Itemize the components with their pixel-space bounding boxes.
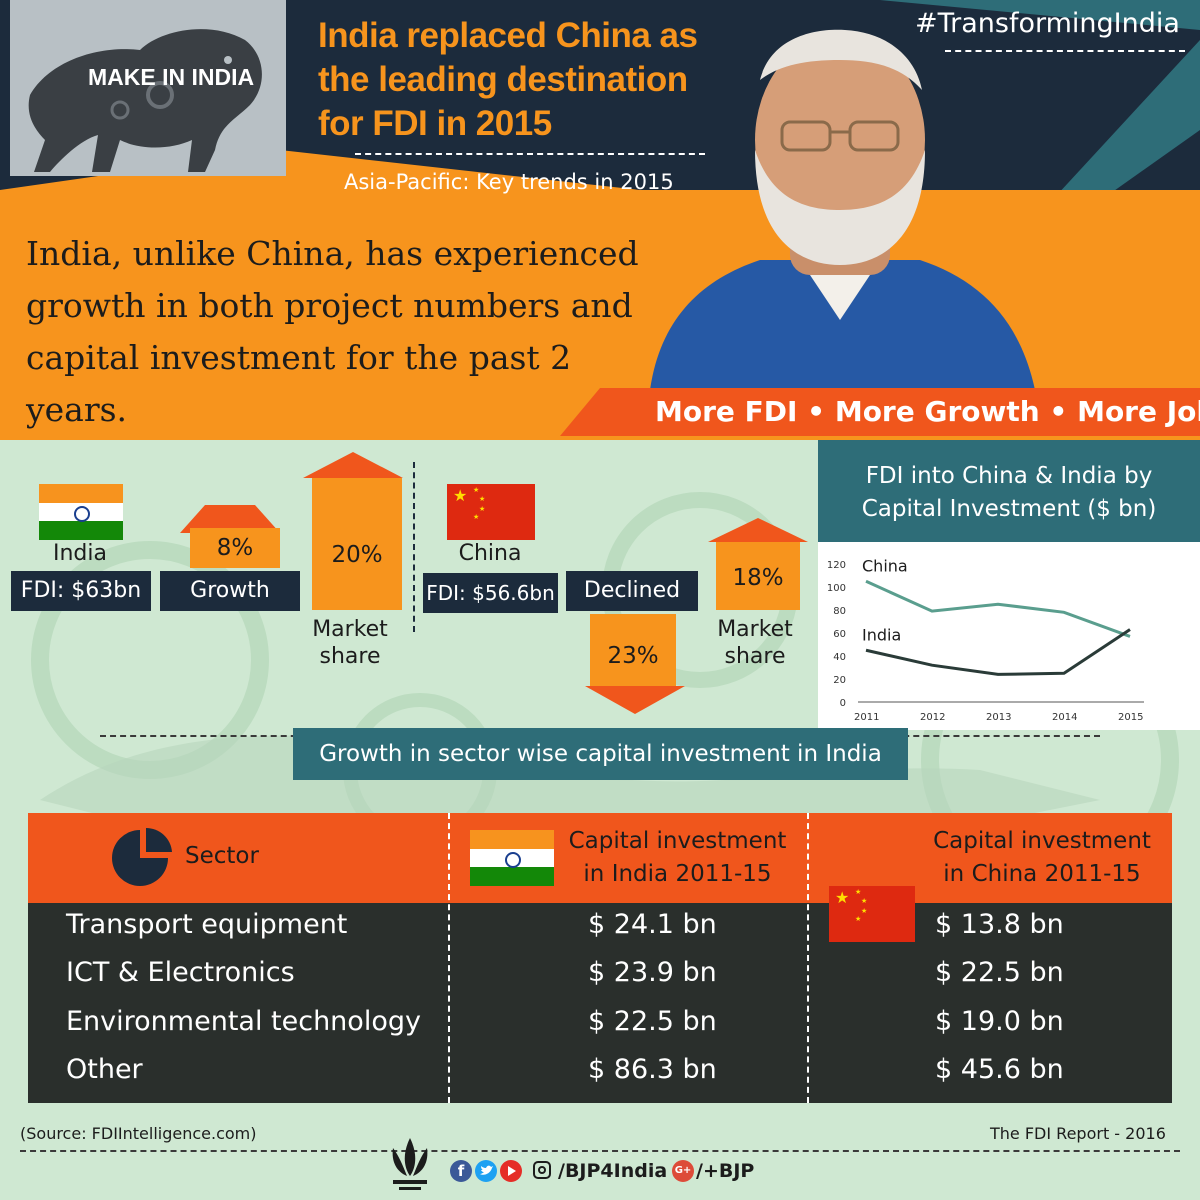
y-tick-label: 60 — [833, 629, 846, 640]
india-fdi: FDI: $63bn — [11, 571, 151, 611]
y-tick-label: 80 — [833, 606, 846, 617]
instagram-icon[interactable] — [533, 1161, 551, 1179]
x-tick-label: 2015 — [1118, 712, 1143, 723]
row-sector: Transport equipment — [66, 909, 348, 940]
china-share-arrow — [708, 518, 808, 542]
india-flag-icon — [39, 484, 123, 541]
china-decline-arrow — [585, 686, 685, 714]
row-sector: Environmental technology — [66, 1006, 421, 1037]
facebook-icon[interactable]: f — [450, 1160, 472, 1182]
y-tick-label: 20 — [833, 675, 846, 686]
china-declined-label: Declined — [566, 571, 698, 611]
series-label-india: India — [862, 625, 901, 644]
series-line-india — [865, 628, 1131, 676]
india-growth-arrow — [180, 505, 280, 533]
row-india: $ 86.3 bn — [588, 1054, 717, 1085]
series-line-china — [865, 579, 1131, 638]
logo-text: MAKE IN INDIA — [88, 64, 255, 90]
row-sector: ICT & Electronics — [66, 957, 295, 988]
slogan-banner — [600, 388, 1200, 436]
india-growth-label: Growth — [160, 571, 300, 611]
hashtag: #TransformingIndia — [915, 8, 1180, 39]
chart-title: FDI into China & India by Capital Invest… — [818, 440, 1200, 542]
orange-wedge — [0, 150, 640, 210]
row-india: $ 22.5 bn — [588, 1006, 717, 1037]
lion-logo-icon — [28, 29, 262, 173]
row-sector: Other — [66, 1054, 143, 1085]
row-china: $ 45.6 bn — [935, 1054, 1064, 1085]
source-note: (Source: FDIIntelligence.com) — [20, 1124, 257, 1143]
table-body — [28, 903, 1172, 1103]
youtube-icon[interactable] — [500, 1160, 522, 1182]
table-header — [28, 813, 1172, 903]
x-tick-label: 2014 — [1052, 712, 1077, 723]
india-share-value: 20% — [312, 478, 402, 610]
india-growth-value: 8% — [190, 528, 280, 568]
china-flag-icon: ★ ★ ★ ★ ★ — [829, 886, 915, 942]
googleplus-icon[interactable]: G+ — [672, 1160, 694, 1182]
india-share-arrow — [303, 452, 403, 478]
china-label: China — [458, 541, 522, 566]
india-flag-icon — [470, 830, 554, 887]
india-share-label: Market share — [312, 617, 388, 669]
row-china: $ 13.8 bn — [935, 909, 1064, 940]
row-china: $ 19.0 bn — [935, 1006, 1064, 1037]
y-tick-label: 0 — [840, 698, 846, 709]
india-china-divider — [413, 462, 415, 632]
subtitle: Asia-Pacific: Key trends in 2015 — [344, 170, 674, 194]
footer-divider — [20, 1150, 1180, 1152]
china-share-value: 18% — [716, 542, 800, 610]
sector-title: Growth in sector wise capital investment… — [293, 728, 908, 780]
tagline: India, unlike China, has experienced gro… — [26, 234, 639, 429]
social-handle[interactable]: /BJP4India — [558, 1160, 668, 1182]
china-fdi: FDI: $56.6bn — [423, 573, 558, 613]
line-chart: 0 20 40 60 80 100 120 2011 2012 2013 2014 2015 China… — [827, 556, 1144, 723]
series-label-china: China — [862, 556, 908, 575]
row-india: $ 24.1 bn — [588, 909, 717, 940]
china-declined-value: 23% — [590, 614, 676, 686]
portrait-image — [650, 29, 1035, 390]
china-share-label: Market share — [717, 617, 793, 669]
x-tick-label: 2011 — [854, 712, 879, 723]
y-tick-label: 40 — [833, 652, 846, 663]
chart-title-text: FDI into China & India by Capital Invest… — [861, 463, 1157, 522]
twitter-icon[interactable] — [475, 1160, 497, 1182]
x-tick-label: 2013 — [986, 712, 1011, 723]
pie-chart-icon — [112, 827, 172, 886]
header-sector: Sector — [185, 843, 259, 869]
gplus-handle[interactable]: /+BJP — [696, 1160, 755, 1182]
column-divider-2 — [807, 813, 809, 1103]
make-in-india-logo — [10, 0, 286, 176]
lotus-icon — [392, 1138, 428, 1190]
report-note: The FDI Report - 2016 — [990, 1124, 1166, 1143]
row-china: $ 22.5 bn — [935, 957, 1064, 988]
y-tick-label: 120 — [827, 560, 846, 571]
column-divider-1 — [448, 813, 450, 1103]
y-tick-label: 100 — [827, 583, 846, 594]
slogan-text: More FDI • More Growth • More Jobs — [655, 395, 1200, 428]
title-divider — [355, 153, 705, 155]
row-india: $ 23.9 bn — [588, 957, 717, 988]
header-china: Capital investment in China 2011-15 — [933, 828, 1151, 887]
x-tick-label: 2012 — [920, 712, 945, 723]
page-title: India replaced China as the leading dest… — [318, 16, 698, 143]
hashtag-divider — [945, 50, 1185, 52]
india-label: India — [53, 541, 107, 566]
header-india: Capital investment in India 2011-15 — [568, 828, 787, 887]
china-flag-icon: ★ ★ ★ ★ ★ — [447, 484, 535, 540]
